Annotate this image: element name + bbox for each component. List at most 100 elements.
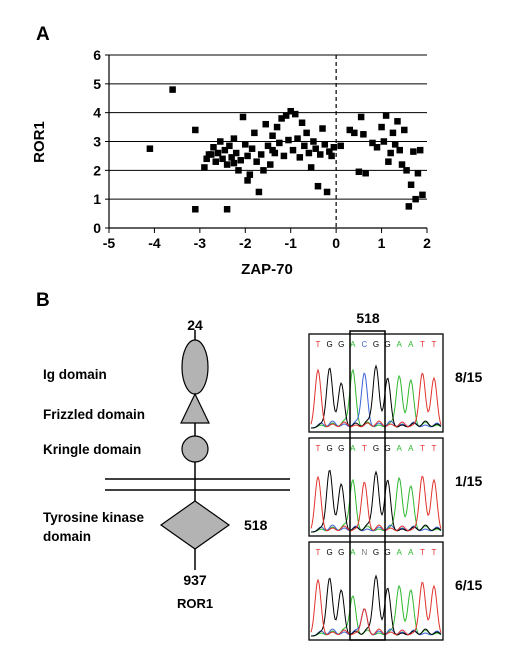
- data-point: [389, 129, 397, 137]
- base-call: A: [350, 340, 356, 349]
- data-point: [403, 167, 410, 174]
- data-point: [223, 206, 231, 213]
- tyrosine-kinase-label: Tyrosine kinase: [43, 510, 145, 525]
- data-point: [330, 144, 338, 151]
- data-point: [246, 171, 254, 178]
- data-point: [221, 146, 229, 154]
- base-call: A: [350, 548, 356, 557]
- kringle-domain-label: Kringle domain: [43, 442, 141, 457]
- ig-domain-shape: [181, 339, 209, 395]
- data-point: [360, 131, 367, 138]
- data-point: [223, 161, 231, 168]
- base-call: A: [397, 340, 403, 349]
- data-point: [323, 188, 331, 196]
- data-point: [214, 149, 222, 157]
- y-tick-label: 2: [93, 162, 101, 178]
- end-residue: 937: [183, 572, 207, 588]
- base-call: T: [362, 444, 367, 453]
- tyrosine-kinase-domain-shape: [159, 500, 231, 550]
- data-point: [346, 126, 354, 134]
- frizzled-domain-shape: [180, 392, 210, 424]
- data-point: [210, 144, 217, 151]
- base-call: A: [350, 444, 356, 453]
- data-point: [219, 155, 226, 163]
- data-point: [203, 155, 210, 163]
- base-call: A: [397, 548, 403, 557]
- data-point: [387, 149, 394, 157]
- axes: [105, 54, 428, 233]
- y-tick-label: 0: [93, 220, 101, 236]
- data-point: [407, 181, 415, 188]
- data-point: [242, 141, 249, 148]
- data-point: [412, 195, 419, 203]
- kringle-domain-shape: [181, 435, 209, 463]
- data-point: [355, 168, 363, 176]
- base-call: A: [408, 444, 414, 453]
- data-point: [226, 142, 233, 150]
- data-point: [244, 177, 251, 184]
- data-point: [289, 146, 297, 154]
- data-point: [316, 151, 324, 158]
- base-call: T: [316, 340, 321, 349]
- data-point: [328, 152, 335, 160]
- trace-t: [310, 368, 442, 428]
- data-point: [362, 169, 369, 177]
- y-tick-labels: 0 1 2 3 4 5 6: [93, 47, 101, 236]
- y-tick-label: 3: [93, 134, 101, 150]
- x-tick-label: -4: [148, 235, 161, 251]
- allele-fraction: 6/15: [455, 577, 482, 593]
- base-call: G: [338, 340, 344, 349]
- data-point: [192, 126, 199, 134]
- data-point: [378, 123, 385, 131]
- data-point: [269, 132, 276, 139]
- x-tick-label: 1: [378, 235, 386, 251]
- data-point: [301, 142, 308, 150]
- data-point: [321, 141, 329, 148]
- data-point: [273, 123, 281, 131]
- allele-fraction: 8/15: [455, 369, 482, 385]
- base-call: G: [338, 548, 344, 557]
- gridlines: [109, 54, 427, 200]
- data-point: [264, 142, 272, 150]
- data-point: [248, 145, 256, 152]
- x-tick-label: -1: [284, 235, 297, 251]
- y-tick-label: 5: [93, 76, 101, 92]
- chromatogram-2: T G G A T G G A A T T1/15: [308, 437, 482, 537]
- data-point: [230, 135, 238, 142]
- data-point: [303, 129, 310, 137]
- trace-g: [311, 574, 442, 637]
- data-point: [391, 141, 399, 148]
- data-point: [310, 138, 317, 145]
- data-point: [373, 144, 381, 151]
- base-call: T: [432, 340, 437, 349]
- x-tick-labels: -5 -4 -3 -2 -1 0 1 2: [103, 235, 431, 251]
- base-call: G: [373, 548, 379, 557]
- data-point: [410, 148, 417, 155]
- data-point: [253, 158, 260, 165]
- x-tick-label: -2: [239, 235, 252, 251]
- tyrosine-kinase-label-line2: domain: [43, 529, 91, 544]
- data-point: [326, 148, 333, 155]
- base-call: A: [408, 548, 414, 557]
- data-point: [414, 169, 422, 177]
- data-point: [146, 145, 154, 152]
- data-point: [228, 154, 235, 161]
- data-point: [232, 149, 240, 157]
- data-point: [380, 138, 388, 145]
- base-call: A: [397, 444, 403, 453]
- base-call: T: [316, 548, 321, 557]
- data-point: [292, 110, 299, 118]
- data-point: [369, 139, 376, 147]
- data-point: [394, 118, 401, 125]
- data-point: [280, 152, 288, 160]
- chromatogram-3: T G G A N G G A A T T6/15: [308, 541, 482, 641]
- domain-diagram: 24 937 518 ROR1 Ig domain Frizzled domai…: [43, 317, 290, 611]
- data-point: [416, 146, 424, 154]
- scatter-plot: 0 1 2 3 4 5 6 -5 -4 -3 -2 -1 0 1 2 ROR1 ZAP-70: [31, 47, 431, 278]
- base-call: A: [408, 340, 414, 349]
- data-point: [396, 146, 403, 154]
- start-residue: 24: [187, 317, 203, 333]
- trace-t: [310, 578, 442, 636]
- data-point: [257, 151, 265, 158]
- data-point: [207, 151, 215, 158]
